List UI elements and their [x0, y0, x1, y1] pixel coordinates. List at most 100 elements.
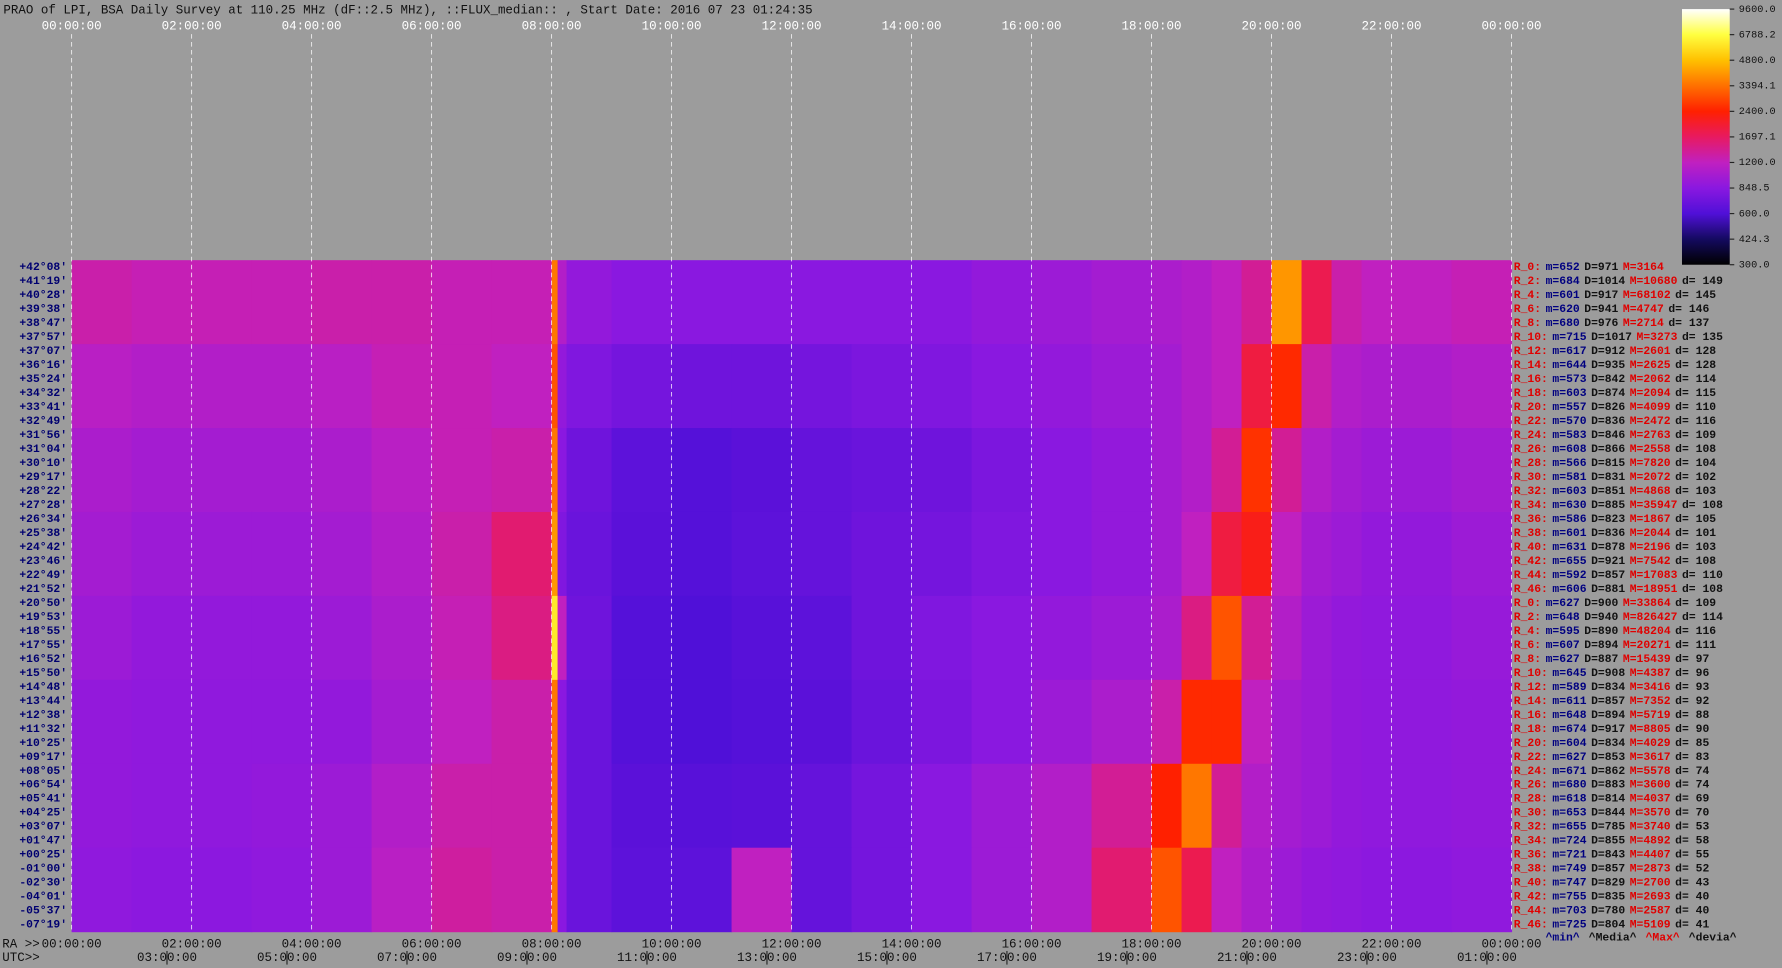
stat-r: R_30:: [1514, 472, 1548, 484]
stat-d: D=881: [1591, 584, 1625, 596]
stat-r: R_28:: [1514, 458, 1548, 470]
stat-r: R_24:: [1514, 766, 1548, 778]
stat-m: m=671: [1552, 766, 1586, 778]
stat-r: R_36:: [1514, 514, 1548, 526]
row-stats: R_12: m=589 D=834 M=3416 d= 93: [1514, 682, 1710, 694]
heat-cell: [371, 679, 433, 765]
heat-cell: [557, 260, 568, 345]
row-stats: R_28: m=566 D=815 M=7820 d= 104: [1514, 458, 1716, 470]
stat-r: R_38:: [1514, 864, 1548, 876]
dec-label: +15°50': [19, 668, 67, 680]
heat-cell: [851, 847, 913, 933]
heat-cell: [551, 344, 559, 429]
heat-cell: [251, 595, 313, 681]
stat-m: M=2587: [1630, 906, 1671, 918]
heat-cell: [791, 344, 853, 429]
heat-cell: [1451, 595, 1513, 681]
dec-label: +27°28': [19, 500, 67, 512]
row-stats: R_8: m=680 D=976 M=2714 d= 137: [1514, 318, 1710, 330]
heat-cell: [1151, 679, 1183, 765]
heat-cell: [1331, 679, 1363, 765]
heat-cell: [551, 847, 559, 933]
stat-m: m=557: [1552, 402, 1586, 414]
stat-m: m=573: [1552, 374, 1586, 386]
heat-cell: [611, 847, 673, 933]
heat-cell: [1271, 679, 1303, 765]
heat-cell: [1301, 428, 1333, 513]
stat-m: m=644: [1552, 360, 1586, 372]
heat-cell: [311, 679, 373, 765]
heat-cell: [491, 344, 553, 429]
heat-cell: [1451, 763, 1513, 849]
heat-cell: [1031, 344, 1093, 429]
stat-d: D=829: [1591, 878, 1625, 890]
heat-cell: [1271, 260, 1303, 345]
stat-d: D=940: [1584, 612, 1618, 624]
stat-m: M=2873: [1630, 864, 1671, 876]
heat-cell: [311, 763, 373, 849]
stat-r: R_26:: [1514, 444, 1548, 456]
heat-cell: [731, 511, 793, 597]
heat-cell: [1031, 763, 1093, 849]
stat-d: D=831: [1591, 472, 1625, 484]
heat-cell: [911, 511, 973, 597]
heat-cell: [851, 763, 913, 849]
stat-m: M=3416: [1630, 682, 1671, 694]
heat-cell: [1181, 260, 1213, 345]
dec-label: +00°25': [19, 850, 67, 862]
heat-cell: [371, 595, 433, 681]
heat-cell: [1271, 428, 1303, 513]
utc-label: UTC>>: [2, 951, 39, 965]
utc-tick-label: 17:00:00: [977, 951, 1037, 965]
heat-cell: [71, 511, 133, 597]
dec-label: +04°25': [19, 808, 67, 820]
x-tick-label-top: 12:00:00: [762, 19, 822, 33]
dec-label: +37°57': [19, 332, 67, 344]
stat-m: M=68102: [1623, 290, 1671, 302]
stat-m: M=1867: [1630, 514, 1671, 526]
heat-cell: [566, 595, 613, 681]
stat-d: d= 43: [1675, 878, 1709, 890]
row-stats: R_8: m=627 D=887 M=15439 d= 97: [1514, 654, 1710, 666]
heat-cell: [191, 763, 253, 849]
heat-cell: [1151, 763, 1183, 849]
heat-cell: [431, 260, 493, 345]
heat-cell: [251, 260, 313, 345]
stat-m: M=2714: [1623, 318, 1664, 330]
heat-cell: [1211, 344, 1243, 429]
heat-cell: [71, 847, 133, 933]
heat-cell: [611, 344, 673, 429]
heat-cell: [371, 428, 433, 513]
stat-d: D=846: [1591, 430, 1625, 442]
stat-d: D=935: [1591, 360, 1625, 372]
stat-m: m=570: [1552, 416, 1586, 428]
stat-r: R_18:: [1514, 724, 1548, 736]
stat-d: d= 114: [1675, 374, 1716, 386]
row-stats: R_36: m=721 D=843 M=4407 d= 55: [1514, 850, 1710, 862]
stat-m: M=3600: [1630, 780, 1671, 792]
heat-cell: [431, 344, 493, 429]
heat-cell: [851, 595, 913, 681]
heat-cell: [1211, 679, 1243, 765]
stat-r: R_10:: [1514, 668, 1548, 680]
stat-m: m=645: [1552, 668, 1586, 680]
stat-m: m=655: [1552, 556, 1586, 568]
heat-cell: [971, 595, 1033, 681]
row-stats: R_18: m=674 D=917 M=8805 d= 90: [1514, 724, 1710, 736]
chart-title: PRAO of LPI, BSA Daily Survey at 110.25 …: [3, 4, 812, 18]
heat-cell: [611, 511, 673, 597]
heat-cell: [191, 344, 253, 429]
heat-cell: [1091, 679, 1153, 765]
heat-cell: [566, 260, 613, 345]
stat-r: R_28:: [1514, 794, 1548, 806]
stat-m: m=606: [1552, 584, 1586, 596]
heat-cell: [131, 344, 193, 429]
row-stats: R_16: m=573 D=842 M=2062 d= 114: [1514, 374, 1716, 386]
colorbar: [1681, 9, 1730, 265]
heat-cell: [1241, 847, 1273, 933]
heat-cell: [971, 763, 1033, 849]
row-stats: R_0: m=627 D=900 M=33864 d= 109: [1514, 598, 1716, 610]
heat-cell: [971, 679, 1033, 765]
heat-cell: [131, 679, 193, 765]
stat-d: d= 58: [1675, 836, 1709, 848]
